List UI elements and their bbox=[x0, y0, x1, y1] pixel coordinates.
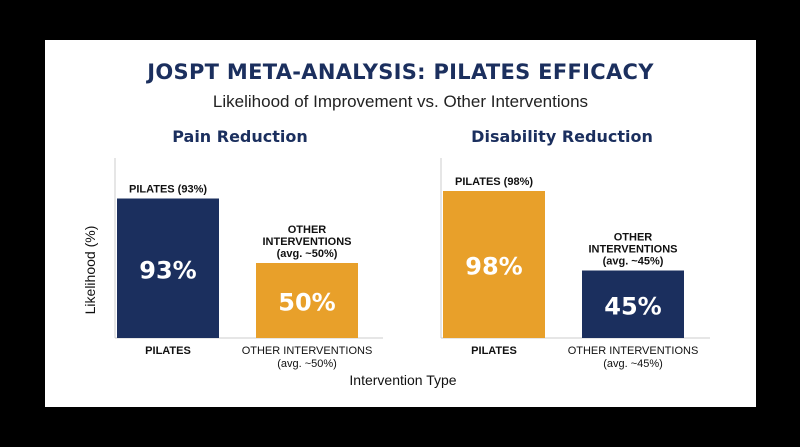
panel-title: Disability Reduction bbox=[471, 127, 653, 146]
bar-value-label: 50% bbox=[278, 289, 335, 317]
bar bbox=[443, 191, 545, 338]
bar-value-label: 45% bbox=[604, 292, 661, 320]
bar-top-label: PILATES (93%) bbox=[129, 184, 207, 196]
bar bbox=[256, 263, 358, 338]
bar-top-label: PILATES (98%) bbox=[455, 176, 533, 188]
bar-top-label: OTHER INTERVENTIONS (avg. ~50%) bbox=[262, 224, 351, 260]
bar bbox=[117, 198, 219, 338]
chart-subtitle: Likelihood of Improvement vs. Other Inte… bbox=[212, 92, 589, 111]
x-tick-label: OTHER INTERVENTIONS (avg. ~50%) bbox=[242, 345, 373, 370]
bar bbox=[582, 270, 684, 338]
x-tick-label: PILATES bbox=[145, 345, 191, 357]
x-tick-label: PILATES bbox=[471, 345, 517, 357]
chart-title: JOSPT META-ANALYSIS: PILATES EFFICACY bbox=[147, 60, 654, 84]
x-axis-title: Intervention Type bbox=[349, 372, 456, 388]
x-tick-label: OTHER INTERVENTIONS (avg. ~45%) bbox=[568, 345, 699, 370]
bar-top-label: OTHER INTERVENTIONS (avg. ~45%) bbox=[588, 232, 677, 268]
chart-card: JOSPT META-ANALYSIS: PILATES EFFICACY Li… bbox=[45, 40, 756, 407]
bar-value-label: 93% bbox=[139, 256, 196, 284]
panel-title: Pain Reduction bbox=[172, 127, 308, 146]
y-axis-label: Likelihood (%) bbox=[82, 226, 98, 315]
chart-svg: Pain Reduction 93% PILATES (93%) PILATES 50%… bbox=[82, 127, 710, 388]
bar-value-label: 98% bbox=[465, 253, 522, 281]
